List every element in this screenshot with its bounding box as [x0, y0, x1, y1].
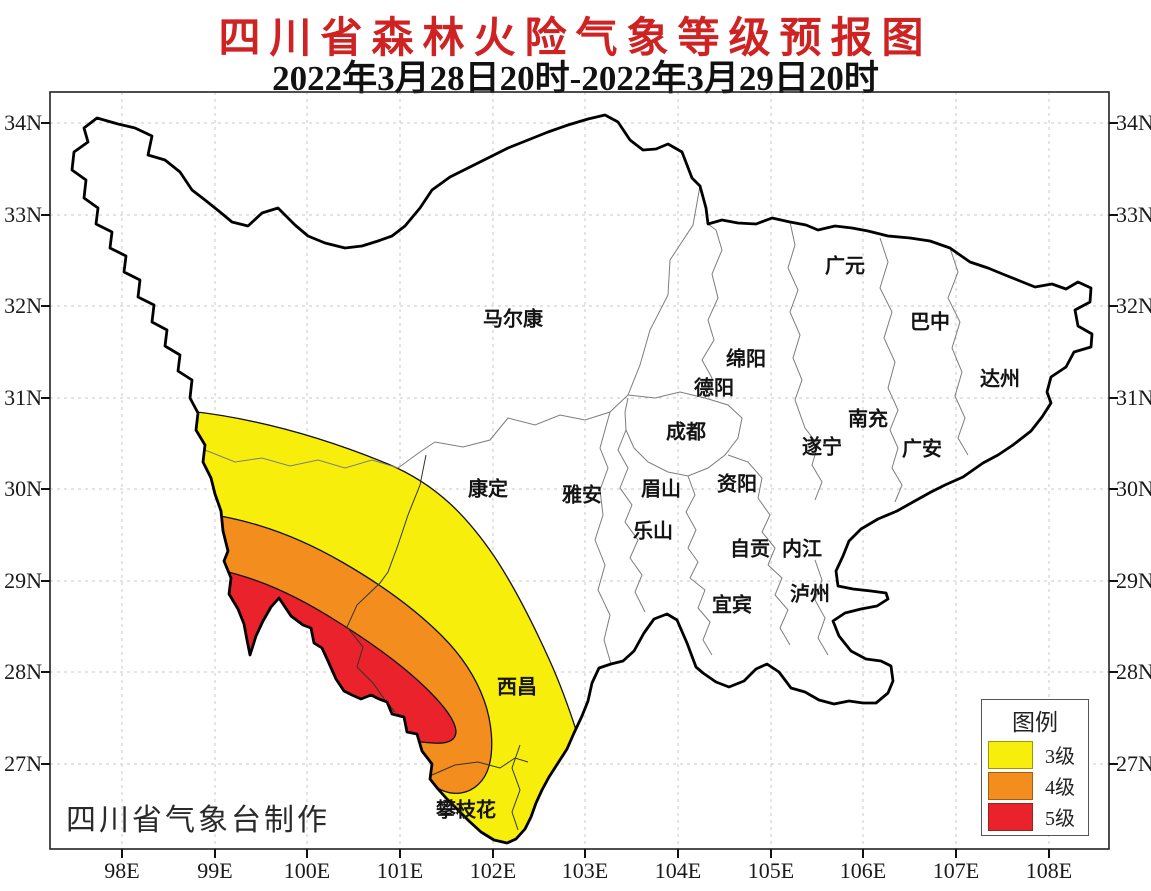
latitude-label-left: 28N: [4, 659, 42, 684]
latitude-label-left: 33N: [4, 202, 42, 227]
city-label-达州: 达州: [980, 368, 1020, 391]
city-label-资阳: 资阳: [717, 473, 757, 496]
map-frame: [49, 91, 1110, 850]
latitude-label-right: 28N: [1116, 659, 1151, 684]
longitude-label: 105E: [747, 858, 795, 883]
legend-label: 5级: [1045, 808, 1075, 830]
longitude-label: 106E: [839, 858, 887, 883]
legend-label: 3级: [1045, 746, 1075, 768]
city-label-宜宾: 宜宾: [712, 594, 752, 617]
legend-items: 3级 4级 5级: [982, 739, 1088, 832]
city-label-眉山: 眉山: [641, 478, 681, 501]
longitude-label: 98E: [104, 858, 140, 883]
legend-swatch: [988, 771, 1033, 800]
city-label-康定: 康定: [468, 478, 508, 501]
latitude-label-left: 29N: [4, 568, 42, 593]
longitude-label: 100E: [283, 858, 331, 883]
city-label-绵阳: 绵阳: [726, 348, 766, 371]
province-outline: [70, 113, 1094, 845]
latitude-label-left: 34N: [4, 110, 42, 135]
legend-swatch: [988, 802, 1033, 831]
city-label-成都: 成都: [666, 421, 706, 444]
latitude-label-left: 31N: [4, 385, 42, 410]
city-label-德阳: 德阳: [694, 377, 734, 400]
legend-label: 4级: [1045, 777, 1075, 799]
prefecture-boundaries: [204, 185, 969, 831]
city-label-广安: 广安: [902, 438, 942, 461]
latitude-label-right: 29N: [1116, 568, 1151, 593]
latitude-label-left: 30N: [4, 476, 42, 501]
longitude-label: 107E: [932, 858, 980, 883]
longitude-label: 102E: [469, 858, 517, 883]
latitude-label-right: 31N: [1116, 385, 1151, 410]
city-label-攀枝花: 攀枝花: [436, 799, 496, 822]
latitude-label-right: 27N: [1116, 751, 1151, 776]
longitude-label: 104E: [654, 858, 702, 883]
legend-item: 3级: [982, 739, 1088, 770]
latitude-label-right: 30N: [1116, 476, 1151, 501]
legend-swatch: [988, 740, 1033, 769]
longitude-label: 99E: [197, 858, 233, 883]
page-title: 四川省森林火险气象等级预报图: [218, 16, 933, 62]
city-label-巴中: 巴中: [910, 311, 950, 334]
legend-title: 图例: [1012, 710, 1058, 735]
attribution-text: 四川省气象台制作: [66, 804, 330, 837]
city-label-泸州: 泸州: [790, 583, 830, 606]
city-label-乐山: 乐山: [633, 520, 673, 543]
legend-item: 5级: [982, 801, 1088, 832]
latitude-label-right: 32N: [1116, 293, 1151, 318]
city-label-南充: 南充: [848, 408, 888, 431]
city-label-西昌: 西昌: [497, 676, 537, 699]
city-label-雅安: 雅安: [562, 484, 602, 507]
city-label-自贡: 自贡: [730, 538, 770, 561]
graticule-grid: [50, 92, 1109, 849]
city-label-马尔康: 马尔康: [483, 308, 543, 331]
longitude-label: 101E: [376, 858, 424, 883]
latitude-label-left: 32N: [4, 293, 42, 318]
latitude-label-right: 33N: [1116, 202, 1151, 227]
axis-ticks: [41, 122, 1118, 858]
city-label-遂宁: 遂宁: [802, 436, 842, 459]
city-label-内江: 内江: [782, 538, 822, 561]
latitude-label-right: 34N: [1116, 110, 1151, 135]
longitude-label: 103E: [561, 858, 609, 883]
legend-box: 图例 3级 4级 5级: [981, 699, 1089, 836]
legend-item: 4级: [982, 770, 1088, 801]
latitude-label-left: 27N: [4, 751, 42, 776]
longitude-label: 108E: [1025, 858, 1073, 883]
city-label-广元: 广元: [825, 255, 865, 278]
